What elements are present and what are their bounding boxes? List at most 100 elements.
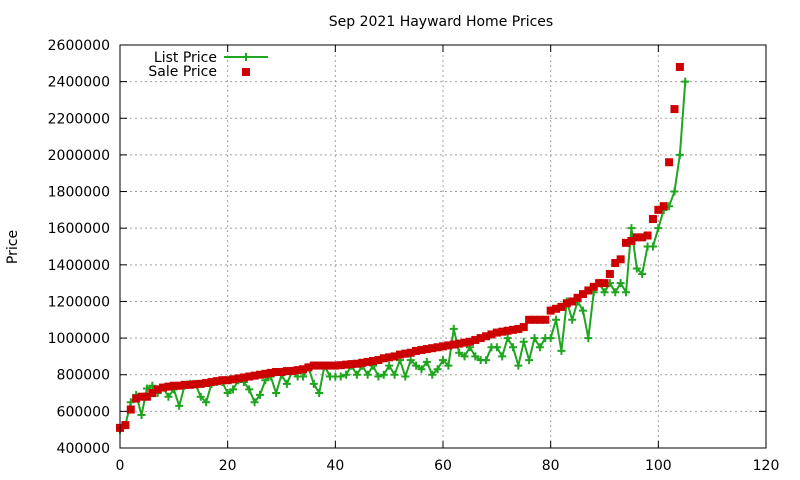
sale-price-point [654,205,663,214]
sale-price-point [293,366,302,375]
list-price-point [600,288,609,297]
list-price-point [202,398,211,407]
grid-lines [120,45,766,448]
sale-price-point [132,394,141,403]
legend-marker-list-price [242,53,250,61]
list-price-point [508,343,517,352]
y-tick-label: 2600000 [48,38,110,54]
legend-label-list-price: List Price [154,50,217,66]
sale-price-point [503,326,512,335]
axis-ticks: 400000 600000 800000 1000000 1200000 1400000 1… [48,38,780,474]
y-tick-label: 2200000 [48,111,110,127]
sale-price-point [175,381,184,390]
list-price-point [471,352,480,361]
sale-price-point [557,302,566,311]
list-price-point [137,411,146,420]
sale-price-point [519,323,528,332]
sale-price-point [422,345,431,354]
sale-price-point [142,392,151,401]
list-price-point [498,352,507,361]
list-price-point [315,389,324,398]
list-price-point [482,356,491,365]
list-price-point [401,372,410,381]
sale-price-point [670,105,679,114]
sale-price-point [121,421,130,430]
sale-price-point [352,359,361,368]
sale-price-point [379,354,388,363]
sale-price-point [482,332,491,341]
list-price-point [342,370,351,379]
list-price-point [142,384,151,393]
list-price-point [417,365,426,374]
list-price-point [584,334,593,343]
sale-price-point [508,325,517,334]
list-price-point [352,370,361,379]
list-price-point [681,77,690,86]
y-tick-label: 2400000 [48,75,110,91]
sale-price-point [659,202,668,211]
sale-price-point [185,380,194,389]
list-price-point [670,187,679,196]
list-price-point [675,150,684,159]
sale-price-point [395,350,404,359]
sale-price-point [444,341,453,350]
list-price-point [552,315,561,324]
sale-price-point [433,343,442,352]
list-price-point [622,288,631,297]
list-price-point [568,315,577,324]
list-price-point [223,389,232,398]
list-price-point [535,343,544,352]
list-price-point [412,361,421,370]
y-tick-label: 600000 [57,404,110,420]
sale-price-point [406,348,415,357]
list-price-point [503,334,512,343]
x-tick-label: 120 [753,458,780,474]
sale-price-point [600,279,609,288]
x-tick-label: 60 [434,458,452,474]
list-price-point [250,398,259,407]
sale-price-point [202,378,211,387]
sale-price-point [315,361,324,370]
list-price-point [439,356,447,365]
list-price-point [546,334,555,343]
list-price-point [455,348,464,357]
sale-price-point [320,361,329,370]
sale-price-point [239,373,248,382]
sale-price-point [347,360,356,369]
sale-price-point [255,370,264,379]
sale-price-point [428,344,437,353]
sale-price-point [331,361,340,370]
list-price-point [444,361,453,370]
list-price-point [390,370,399,379]
x-tick-label: 40 [326,458,344,474]
sale-price-point [266,368,275,377]
sale-price-series [116,62,684,432]
sale-price-point [449,340,458,349]
sale-price-point [164,382,173,391]
sale-price-point [643,231,652,240]
y-tick-label: 1800000 [48,185,110,201]
sale-price-point [207,378,216,387]
sale-price-point [578,290,587,299]
sale-price-point [622,238,631,247]
list-price-point [406,356,415,365]
list-price-point [530,334,539,343]
list-price-point [299,372,308,381]
list-price-point [449,324,458,333]
legend: List Price Sale Price [148,50,268,80]
list-price-point [492,343,501,352]
sale-price-point [530,315,539,324]
sale-price-point [665,158,674,167]
sale-price-point [148,389,157,398]
sale-price-point [455,339,464,348]
sale-price-point [552,304,561,313]
list-price-point [282,379,291,388]
sale-price-point [212,377,221,386]
sale-price-point [304,363,313,372]
sale-price-point [632,233,641,242]
list-price-point [460,352,469,361]
sale-price-point [126,405,135,414]
plot-frame [119,44,767,449]
list-price-point [648,242,657,251]
y-tick-label: 1000000 [48,331,110,347]
